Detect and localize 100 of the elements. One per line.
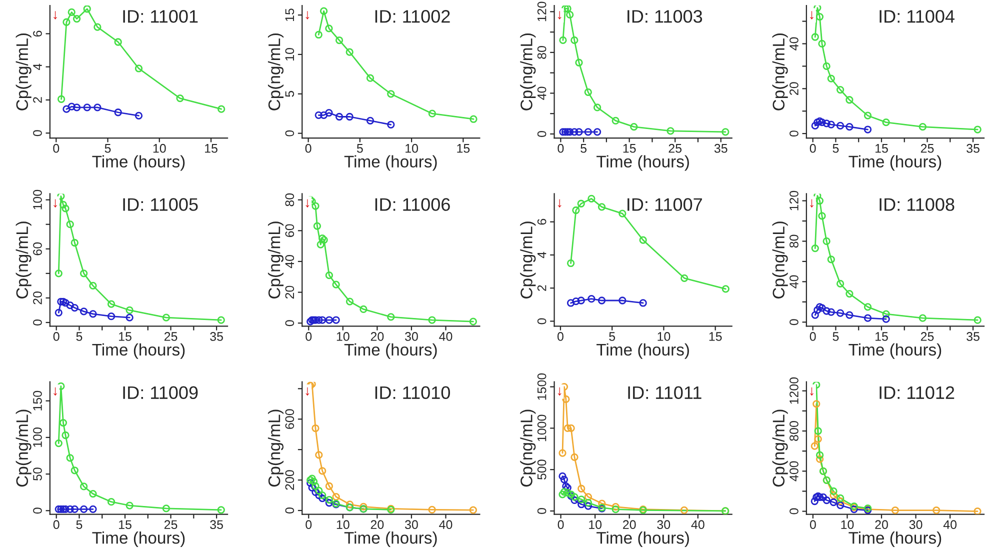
annotation: ↓ xyxy=(558,199,562,208)
y-tick-label: 80 xyxy=(537,46,546,59)
x-tick-label: 25 xyxy=(920,144,934,153)
y-tick-label: 0 xyxy=(537,508,546,514)
y-tick-label: 0 xyxy=(790,319,798,326)
x-tick-label: 0 xyxy=(306,520,312,530)
x-tick-label: 15 xyxy=(119,332,132,341)
y-tick-label: 80 xyxy=(790,234,798,248)
x-tick-label: 15 xyxy=(623,144,636,153)
chart-title: ID: 11002 xyxy=(375,10,450,23)
y-tick-label: 1000 xyxy=(537,414,546,442)
chart-title: ID: 11011 xyxy=(628,386,702,400)
x-tick-label: 0 xyxy=(810,144,816,153)
annotation: ↓ xyxy=(558,387,562,396)
x-tick-label: 40 xyxy=(691,520,704,530)
y-tick-label: 40 xyxy=(537,86,546,100)
y-tick-label: 20 xyxy=(790,82,798,95)
x-tick-label: 5 xyxy=(76,520,82,530)
chart-title: ID: 11008 xyxy=(880,198,954,211)
x-axis-title: Time (hours) xyxy=(344,155,437,171)
x-tick-label: 35 xyxy=(966,332,980,341)
y-tick-label: 0 xyxy=(285,320,294,326)
x-tick-label: 35 xyxy=(210,520,223,530)
y-tick-label: 0 xyxy=(33,130,42,136)
y-tick-label: 100 xyxy=(33,428,42,447)
x-tick-label: 40 xyxy=(439,520,452,530)
y-tick-label: 0 xyxy=(537,130,546,137)
x-tick-label: 0 xyxy=(810,520,816,530)
annotation: ↓ xyxy=(54,199,57,208)
annotation: ↓ xyxy=(54,387,57,396)
x-tick-label: 15 xyxy=(457,144,470,153)
x-tick-label: 35 xyxy=(210,332,223,341)
x-tick-label: 40 xyxy=(439,332,452,341)
chart-title: ID: 11005 xyxy=(123,198,198,211)
x-tick-label: 5 xyxy=(832,332,839,341)
x-tick-label: 0 xyxy=(305,144,312,153)
x-tick-label: 30 xyxy=(404,520,418,530)
x-tick-label: 0 xyxy=(53,144,60,153)
x-tick-label: 10 xyxy=(336,520,350,530)
y-axis-title: Cp(ng/mL) xyxy=(772,410,788,487)
x-tick-label: 10 xyxy=(841,520,854,530)
x-tick-label: 0 xyxy=(557,332,564,341)
x-tick-label: 25 xyxy=(920,332,934,341)
x-tick-label: 25 xyxy=(164,332,178,341)
x-tick-label: 35 xyxy=(714,144,728,153)
x-tick-label: 30 xyxy=(909,520,922,530)
y-tick-label: 150 xyxy=(33,390,42,410)
y-tick-label: 1200 xyxy=(790,377,798,404)
x-tick-label: 15 xyxy=(709,332,722,341)
y-tick-label: 0 xyxy=(33,320,42,326)
annotation: ↓ xyxy=(810,11,814,20)
y-tick-label: 4 xyxy=(538,252,546,258)
x-axis-title: Time (hours) xyxy=(848,343,942,359)
x-tick-label: 20 xyxy=(370,332,384,341)
chart-title: ID: 11012 xyxy=(880,386,954,400)
annotation: ↓ xyxy=(558,11,562,20)
y-tick-label: 2 xyxy=(33,97,42,103)
annotation: ↓ xyxy=(54,11,57,20)
x-tick-label: 5 xyxy=(609,332,616,341)
y-axis-title: Cp(ng/mL) xyxy=(16,222,32,298)
y-tick-label: 0 xyxy=(33,508,42,514)
y-tick-label: 40 xyxy=(790,37,798,50)
chart-title: ID: 11003 xyxy=(628,10,702,23)
y-tick-label: 1500 xyxy=(537,373,546,400)
x-axis-title: Time (hours) xyxy=(344,343,437,359)
chart-title: ID: 11009 xyxy=(123,386,198,400)
x-axis-title: Time (hours) xyxy=(92,343,185,359)
x-tick-label: 5 xyxy=(356,144,363,153)
y-axis-title: Cp(ng/mL) xyxy=(520,33,536,110)
x-tick-label: 0 xyxy=(53,520,60,530)
x-tick-label: 0 xyxy=(810,332,816,341)
annotation: ↓ xyxy=(810,387,814,396)
y-tick-label: 0 xyxy=(790,130,798,137)
x-tick-label: 35 xyxy=(966,144,980,153)
x-axis-title: Time (hours) xyxy=(848,532,942,548)
y-tick-label: 0 xyxy=(285,130,294,136)
y-tick-label: 120 xyxy=(537,2,546,22)
y-tick-label: 600 xyxy=(285,409,294,429)
y-axis-title: Cp(ng/mL) xyxy=(772,33,788,110)
x-tick-label: 30 xyxy=(657,520,670,530)
chart-title: ID: 11007 xyxy=(628,198,702,211)
y-tick-label: 60 xyxy=(285,224,294,237)
y-axis-title: Cp(ng/mL) xyxy=(268,222,284,298)
x-tick-label: 20 xyxy=(623,520,636,530)
y-tick-label: 100 xyxy=(33,190,42,210)
x-tick-label: 10 xyxy=(589,520,602,530)
y-tick-label: 10 xyxy=(285,48,294,60)
x-tick-label: 25 xyxy=(668,144,682,153)
y-axis-title: Cp(ng/mL) xyxy=(772,222,788,298)
x-tick-label: 20 xyxy=(370,520,384,530)
x-tick-label: 10 xyxy=(336,332,350,341)
x-tick-label: 25 xyxy=(164,520,178,530)
x-axis-title: Time (hours) xyxy=(596,155,689,171)
x-tick-label: 5 xyxy=(104,144,111,153)
x-tick-label: 0 xyxy=(53,332,60,341)
x-tick-label: 0 xyxy=(558,144,564,153)
y-tick-label: 2 xyxy=(537,285,546,291)
y-tick-label: 20 xyxy=(33,291,42,304)
y-tick-label: 120 xyxy=(790,190,798,210)
y-tick-label: 4 xyxy=(33,64,42,70)
